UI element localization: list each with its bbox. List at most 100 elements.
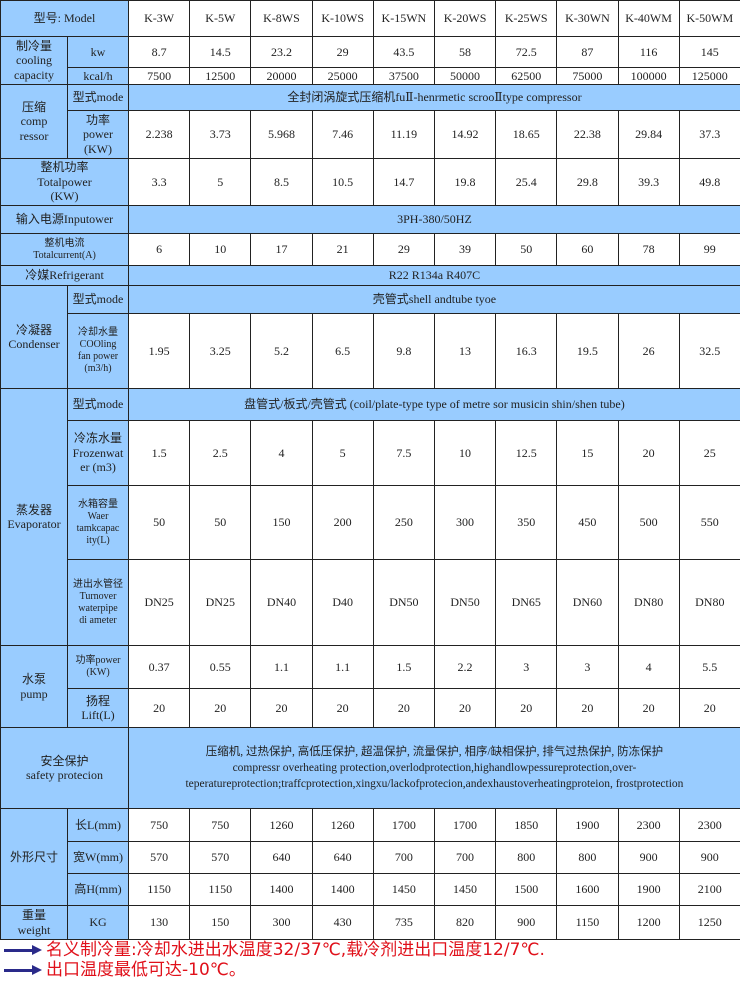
table-row: 宽W(mm) 570 570 640 640 700 700 800 800 900 900 [1, 841, 740, 874]
model-cell: K-3W [128, 0, 191, 37]
model-cell: K-15WN [372, 0, 435, 37]
table-row: 冷凝器 Condenser 型式mode 壳管式shell andtube tyoe [0, 285, 740, 389]
value-cell: 3.25 [189, 313, 252, 389]
value-cell: 800 [556, 841, 619, 874]
value-cell: 0.55 [189, 645, 252, 689]
model-cell: K-50WM [678, 0, 740, 37]
value-cell: 32.5 [678, 313, 740, 389]
value-cell: 12.5 [495, 420, 558, 486]
row-label: 扬程 Lift(L) [66, 688, 130, 728]
table-row: 制冷量 cooling capacity kw 8.7 14.5 23.2 29 43.5 5… [0, 36, 740, 85]
value-cell: 9.8 [372, 313, 435, 389]
span-cell: 全封闭涡旋式压缩机fuⅡ-henrmetic scrooⅡtype compre… [128, 84, 740, 111]
value-cell: 750 [189, 808, 252, 842]
value-cell: 13 [433, 313, 497, 389]
value-cell: 10 [189, 233, 252, 266]
value-cell: 50 [495, 233, 558, 266]
value-cell: 1400 [311, 873, 374, 906]
row-label: 冷冻水量 Frozenwat er (m3) [66, 420, 130, 486]
value-cell: 7.46 [311, 110, 374, 159]
value-cell: 1600 [556, 873, 619, 906]
value-cell: 12500 [189, 67, 252, 85]
value-cell: 450 [556, 485, 619, 560]
row-label: 高H(mm) [66, 873, 130, 906]
value-cell: 1.1 [250, 645, 313, 689]
value-cell: 49.8 [678, 158, 740, 206]
value-cell: 29 [372, 233, 435, 266]
value-cell: 5 [311, 420, 374, 486]
value-cell: 700 [372, 841, 435, 874]
value-cell: DN25 [189, 559, 252, 646]
value-cell: 1900 [617, 873, 680, 906]
value-cell: 1400 [250, 873, 313, 906]
table-row: 压缩 comp ressor 型式mode 全封闭涡旋式压缩机fuⅡ-henrmet… [0, 84, 740, 159]
row-label: 型式mode [66, 388, 130, 421]
table-row: 高H(mm) 1150 1150 1400 1400 1450 1450 1500 1600 19… [1, 873, 740, 906]
table-row: 水泵 pump 功率power (KW) 0.37 0.55 1.1 1.1 1.5 2.2 3… [0, 645, 740, 728]
value-cell: 800 [495, 841, 558, 874]
span-cell: R22 R134a R407C [128, 265, 740, 286]
value-cell: 1700 [372, 808, 435, 842]
value-cell: 2.238 [128, 110, 191, 159]
table-row: 水箱容量 Waer tamkcapac ity(L) 50 50 150 200 250 3… [1, 485, 740, 560]
value-cell: 2300 [617, 808, 680, 842]
value-cell: 350 [495, 485, 558, 560]
value-cell: 1150 [128, 873, 191, 906]
value-cell: DN50 [433, 559, 497, 646]
value-cell: 62500 [495, 67, 558, 85]
value-cell: 6 [128, 233, 191, 266]
value-cell: 50 [189, 485, 252, 560]
row-label: 整机电流 Totalcurrent(A) [0, 233, 130, 266]
value-cell: 4 [250, 420, 313, 486]
value-cell: 8.7 [128, 36, 191, 68]
table-row: kcal/h 7500 12500 20000 25000 37500 50000 62500… [1, 67, 740, 85]
value-cell: 16.3 [495, 313, 558, 389]
row-label: 水箱容量 Waer tamkcapac ity(L) [66, 485, 130, 560]
table-row: 冷却水量 COOling fan power (m3/h) 1.95 3.25 5.2… [1, 313, 740, 389]
value-cell: D40 [311, 559, 374, 646]
table-row: 冷媒Refrigerant R22 R134a R407C [0, 265, 740, 286]
value-cell: 4 [617, 645, 680, 689]
value-cell: 1250 [678, 905, 740, 940]
value-cell: 10.5 [311, 158, 374, 206]
value-cell: 14.7 [372, 158, 435, 206]
row-label: kcal/h [66, 67, 130, 85]
value-cell: 29.8 [556, 158, 619, 206]
group-label: 水泵 pump [0, 645, 68, 728]
value-cell: 1.5 [372, 645, 435, 689]
header-row: 型号: Model K-3W K-5W K-8WS K-10WS K-15WN K-20WS… [0, 0, 740, 37]
value-cell: 37.3 [678, 110, 740, 159]
value-cell: 7.5 [372, 420, 435, 486]
value-cell: 20 [617, 688, 680, 728]
value-cell: 116 [617, 36, 680, 68]
value-cell: 130 [128, 905, 191, 940]
value-cell: 200 [311, 485, 374, 560]
value-cell: 5 [189, 158, 252, 206]
model-cell: K-5W [189, 0, 252, 37]
notes: 名义制冷量:冷却水进出水温度32/37℃,载冷剂进出口温度12/7℃. 出口温度… [0, 940, 740, 980]
value-cell: 750 [128, 808, 191, 842]
table-row: 整机功率 Totalpower (KW) 3.3 5 8.5 10.5 14.7 19.8 2… [0, 158, 740, 206]
value-cell: 26 [617, 313, 680, 389]
value-cell: 19.5 [556, 313, 619, 389]
table-row: 功率 power (KW) 2.238 3.73 5.968 7.46 11.19 14.9… [1, 110, 740, 159]
value-cell: 14.92 [433, 110, 497, 159]
model-cell: K-25WS [495, 0, 558, 37]
row-label: 进出水管径 Turnover waterpipe di ameter [66, 559, 130, 646]
value-cell: 37500 [372, 67, 435, 85]
group-label: 压缩 comp ressor [0, 84, 68, 159]
value-cell: 150 [189, 905, 252, 940]
value-cell: 1260 [250, 808, 313, 842]
row-label: 型式mode [66, 84, 130, 111]
model-cell: K-10WS [311, 0, 374, 37]
row-label: 型式mode [66, 285, 130, 314]
group-label: 制冷量 cooling capacity [0, 36, 68, 85]
note-text: 名义制冷量:冷却水进出水温度32/37℃,载冷剂进出口温度12/7℃. [46, 940, 545, 960]
value-cell: 15 [556, 420, 619, 486]
value-cell: 20 [311, 688, 374, 728]
value-cell: 20 [617, 420, 680, 486]
value-cell: 5.968 [250, 110, 313, 159]
value-cell: 1700 [433, 808, 497, 842]
table-row: 重量 weight KG 130 150 300 430 735 820 900 1150 1200… [0, 905, 740, 940]
arrow-icon [4, 945, 42, 955]
